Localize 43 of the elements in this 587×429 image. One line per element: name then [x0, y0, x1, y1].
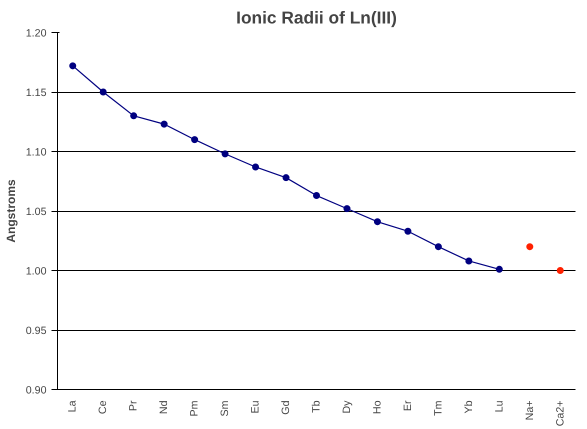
x-tick-label: Er: [402, 400, 414, 412]
y-axis-title: Angstroms: [4, 179, 18, 243]
point: [313, 192, 320, 200]
x-tick-label: Nd: [158, 400, 170, 414]
x-tick-label: Lu: [493, 400, 506, 412]
point: [160, 120, 168, 128]
x-tick-label: Dy: [340, 400, 353, 414]
x-tick-label: Ce: [97, 400, 110, 414]
point: [100, 88, 107, 96]
point: [496, 266, 503, 273]
y-tick-label: 1.10: [26, 146, 47, 158]
y-tick-label: 1.00: [26, 266, 47, 278]
point: [282, 174, 290, 182]
x-tick-label: Na+: [524, 400, 536, 420]
point: [526, 243, 534, 250]
point: [252, 163, 260, 170]
x-tick-label: Pr: [128, 400, 140, 412]
x-tick-label: Eu: [250, 400, 262, 414]
point: [222, 150, 229, 158]
chart-title: Ionic Radii of Ln(III): [236, 8, 397, 28]
x-tick-label: Pm: [188, 400, 201, 416]
x-tick-label: Ca2+: [554, 400, 566, 426]
point: [69, 62, 76, 70]
point: [434, 243, 442, 250]
point: [191, 136, 198, 144]
x-tick-label: Sm: [219, 400, 232, 416]
point: [374, 218, 381, 226]
point: [130, 112, 138, 120]
x-tick-label: La: [66, 400, 79, 412]
x-tick-label: Tb: [310, 400, 322, 413]
y-tick-label: 0.90: [26, 384, 47, 396]
point: [556, 267, 564, 274]
x-tick-label: Tm: [432, 400, 444, 416]
y-tick-label: 0.95: [26, 325, 47, 337]
x-tick-label: Gd: [280, 400, 292, 415]
y-tick-label: 1.05: [26, 206, 47, 218]
x-tick-label: Yb: [462, 400, 475, 414]
point: [343, 205, 350, 212]
x-tick-label: Ho: [371, 400, 384, 414]
point: [404, 228, 412, 235]
y-tick-label: 1.20: [26, 28, 47, 40]
y-tick-label: 1.15: [26, 87, 47, 99]
point: [465, 257, 472, 264]
